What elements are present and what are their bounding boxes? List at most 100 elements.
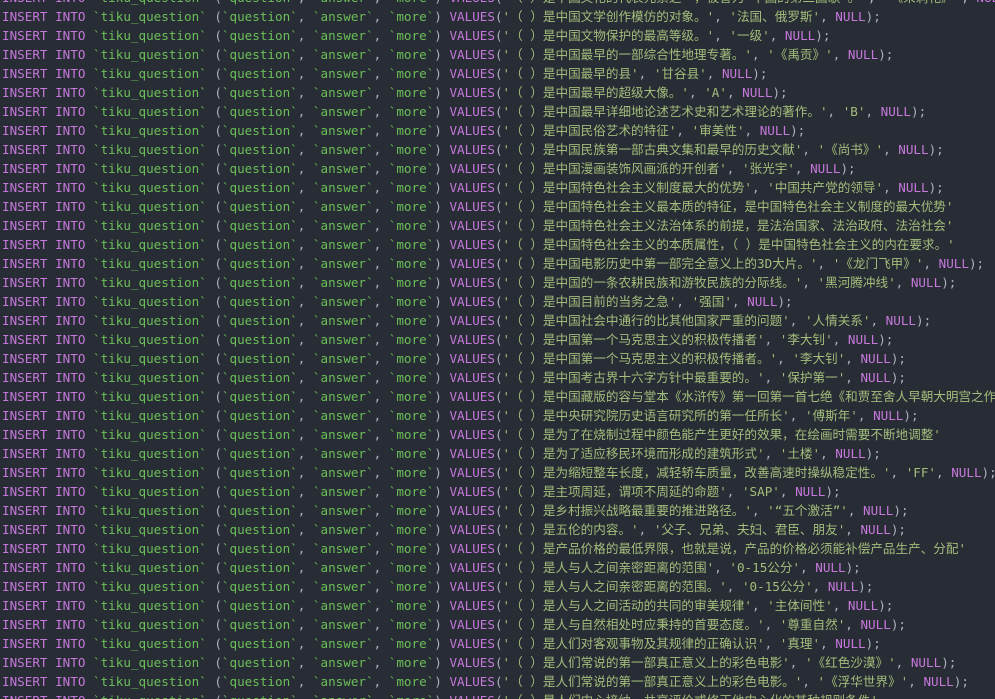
sql-insert-line[interactable]: INSERT INTO `tiku_question` (`question`,…	[0, 482, 995, 501]
sql-insert-line[interactable]: INSERT INTO `tiku_question` (`question`,…	[0, 615, 995, 634]
sql-insert-line[interactable]: INSERT INTO `tiku_question` (`question`,…	[0, 406, 995, 425]
sql-value-more-null: NULL	[910, 275, 942, 290]
sql-value-answer: '人情关系'	[804, 313, 871, 328]
comma: ,	[373, 674, 389, 689]
sql-value-answer: '真理'	[779, 636, 821, 651]
sql-insert-line[interactable]: INSERT INTO `tiku_question` (`question`,…	[0, 672, 995, 691]
sql-insert-line[interactable]: INSERT INTO `tiku_question` (`question`,…	[0, 425, 995, 444]
sql-column-name: `answer`	[312, 218, 374, 233]
comma: ,	[865, 104, 881, 119]
statement-terminator: );	[858, 579, 874, 594]
sql-insert-line[interactable]: INSERT INTO `tiku_question` (`question`,…	[0, 539, 995, 558]
sql-insert-line[interactable]: INSERT INTO `tiku_question` (`question`,…	[0, 330, 995, 349]
sql-insert-line[interactable]: INSERT INTO `tiku_question` (`question`,…	[0, 64, 995, 83]
sql-column-name: `question`	[221, 237, 298, 252]
sql-insert-line[interactable]: INSERT INTO `tiku_question` (`question`,…	[0, 216, 995, 235]
sql-insert-line[interactable]: INSERT INTO `tiku_question` (`question`,…	[0, 501, 995, 520]
sql-table-name: `tiku_question`	[93, 85, 207, 100]
sql-insert-line[interactable]: INSERT INTO `tiku_question` (`question`,…	[0, 311, 995, 330]
sql-insert-line[interactable]: INSERT INTO `tiku_question` (`question`,…	[0, 444, 995, 463]
paren-close: )	[434, 351, 442, 366]
sql-keyword-insert: INSERT INTO	[2, 66, 86, 81]
sql-keyword-values: VALUES	[449, 541, 495, 556]
sql-column-name: `question`	[221, 161, 298, 176]
sql-insert-line[interactable]: INSERT INTO `tiku_question` (`question`,…	[0, 0, 995, 7]
sql-value-question: '（ ）是为了在烧制过程中颜色能产生更好的效果，在绘画时需要不断地调整'	[502, 427, 941, 442]
sql-column-name: `more`	[388, 142, 435, 157]
sql-value-question: '（ ）是中国漫画装饰风画派的开创者'	[502, 161, 727, 176]
sql-insert-line[interactable]: INSERT INTO `tiku_question` (`question`,…	[0, 653, 995, 672]
sql-insert-line[interactable]: INSERT INTO `tiku_question` (`question`,…	[0, 235, 995, 254]
comma: ,	[297, 28, 313, 43]
comma: ,	[297, 47, 313, 62]
sql-insert-line[interactable]: INSERT INTO `tiku_question` (`question`,…	[0, 463, 995, 482]
sql-insert-line[interactable]: INSERT INTO `tiku_question` (`question`,…	[0, 140, 995, 159]
sql-column-name: `more`	[389, 0, 435, 5]
paren-open: (	[214, 275, 222, 290]
space	[85, 28, 93, 43]
sql-insert-line[interactable]: INSERT INTO `tiku_question` (`question`,…	[0, 596, 995, 615]
comma: ,	[802, 275, 818, 290]
comma: ,	[373, 636, 389, 651]
sql-insert-line[interactable]: INSERT INTO `tiku_question` (`question`,…	[0, 691, 995, 699]
sql-value-answer: '《茉莉花》'	[883, 0, 961, 5]
sql-value-answer: '尊重自然'	[779, 617, 846, 632]
sql-table-name: `tiku_question`	[93, 617, 207, 632]
comma: ,	[373, 294, 389, 309]
sql-insert-line[interactable]: INSERT INTO `tiku_question` (`question`,…	[0, 83, 995, 102]
comma: ,	[297, 446, 313, 461]
paren-open: (	[214, 465, 222, 480]
sql-table-name: `tiku_question`	[93, 123, 207, 138]
statement-terminator: );	[772, 85, 788, 100]
comma: ,	[373, 104, 389, 119]
space	[85, 9, 93, 24]
sql-insert-line[interactable]: INSERT INTO `tiku_question` (`question`,…	[0, 558, 995, 577]
sql-keyword-values: VALUES	[449, 636, 495, 651]
statement-terminator: );	[878, 47, 894, 62]
comma: ,	[751, 47, 768, 62]
comma: ,	[373, 275, 389, 290]
space	[85, 408, 93, 423]
sql-insert-line[interactable]: INSERT INTO `tiku_question` (`question`,…	[0, 292, 995, 311]
sql-insert-line[interactable]: INSERT INTO `tiku_question` (`question`,…	[0, 577, 995, 596]
sql-column-name: `more`	[388, 256, 435, 271]
paren-close: )	[434, 674, 442, 689]
comma: ,	[751, 598, 768, 613]
sql-insert-line[interactable]: INSERT INTO `tiku_question` (`question`,…	[0, 26, 995, 45]
sql-insert-line[interactable]: INSERT INTO `tiku_question` (`question`,…	[0, 159, 995, 178]
comma: ,	[297, 598, 313, 613]
sql-insert-line[interactable]: INSERT INTO `tiku_question` (`question`,…	[0, 102, 995, 121]
statement-terminator: );	[890, 617, 906, 632]
space	[85, 636, 93, 651]
paren-close: )	[434, 617, 442, 632]
sql-column-name: `question`	[221, 47, 298, 62]
space	[85, 237, 93, 252]
sql-table-name: `tiku_question`	[93, 579, 207, 594]
statement-terminator: );	[893, 503, 909, 518]
sql-insert-line[interactable]: INSERT INTO `tiku_question` (`question`,…	[0, 7, 995, 26]
sql-insert-line[interactable]: INSERT INTO `tiku_question` (`question`,…	[0, 273, 995, 292]
sql-insert-line[interactable]: INSERT INTO `tiku_question` (`question`,…	[0, 178, 995, 197]
sql-value-answer: '父子、兄弟、夫妇、君臣、朋友'	[653, 522, 846, 537]
sql-insert-line[interactable]: INSERT INTO `tiku_question` (`question`,…	[0, 368, 995, 387]
sql-insert-line[interactable]: INSERT INTO `tiku_question` (`question`,…	[0, 387, 995, 406]
comma: ,	[373, 427, 389, 442]
sql-column-name: `question`	[221, 28, 298, 43]
sql-insert-line[interactable]: INSERT INTO `tiku_question` (`question`,…	[0, 520, 995, 539]
sql-insert-line[interactable]: INSERT INTO `tiku_question` (`question`,…	[0, 197, 995, 216]
sql-value-more-null: NULL	[784, 28, 816, 43]
sql-insert-line[interactable]: INSERT INTO `tiku_question` (`question`,…	[0, 349, 995, 368]
sql-insert-line[interactable]: INSERT INTO `tiku_question` (`question`,…	[0, 121, 995, 140]
sql-column-name: `answer`	[312, 408, 374, 423]
sql-column-name: `answer`	[312, 351, 374, 366]
sql-column-name: `more`	[388, 484, 435, 499]
sql-insert-line[interactable]: INSERT INTO `tiku_question` (`question`,…	[0, 254, 995, 273]
sql-insert-line[interactable]: INSERT INTO `tiku_question` (`question`,…	[0, 634, 995, 653]
sql-table-name: `tiku_question`	[93, 598, 207, 613]
sql-table-name: `tiku_question`	[93, 28, 207, 43]
sql-value-question: '（ ）是中国最早的一部综合性地理专著。'	[502, 47, 752, 62]
sql-insert-line[interactable]: INSERT INTO `tiku_question` (`question`,…	[0, 45, 995, 64]
sql-column-name: `answer`	[312, 180, 374, 195]
sql-column-name: `answer`	[312, 427, 374, 442]
